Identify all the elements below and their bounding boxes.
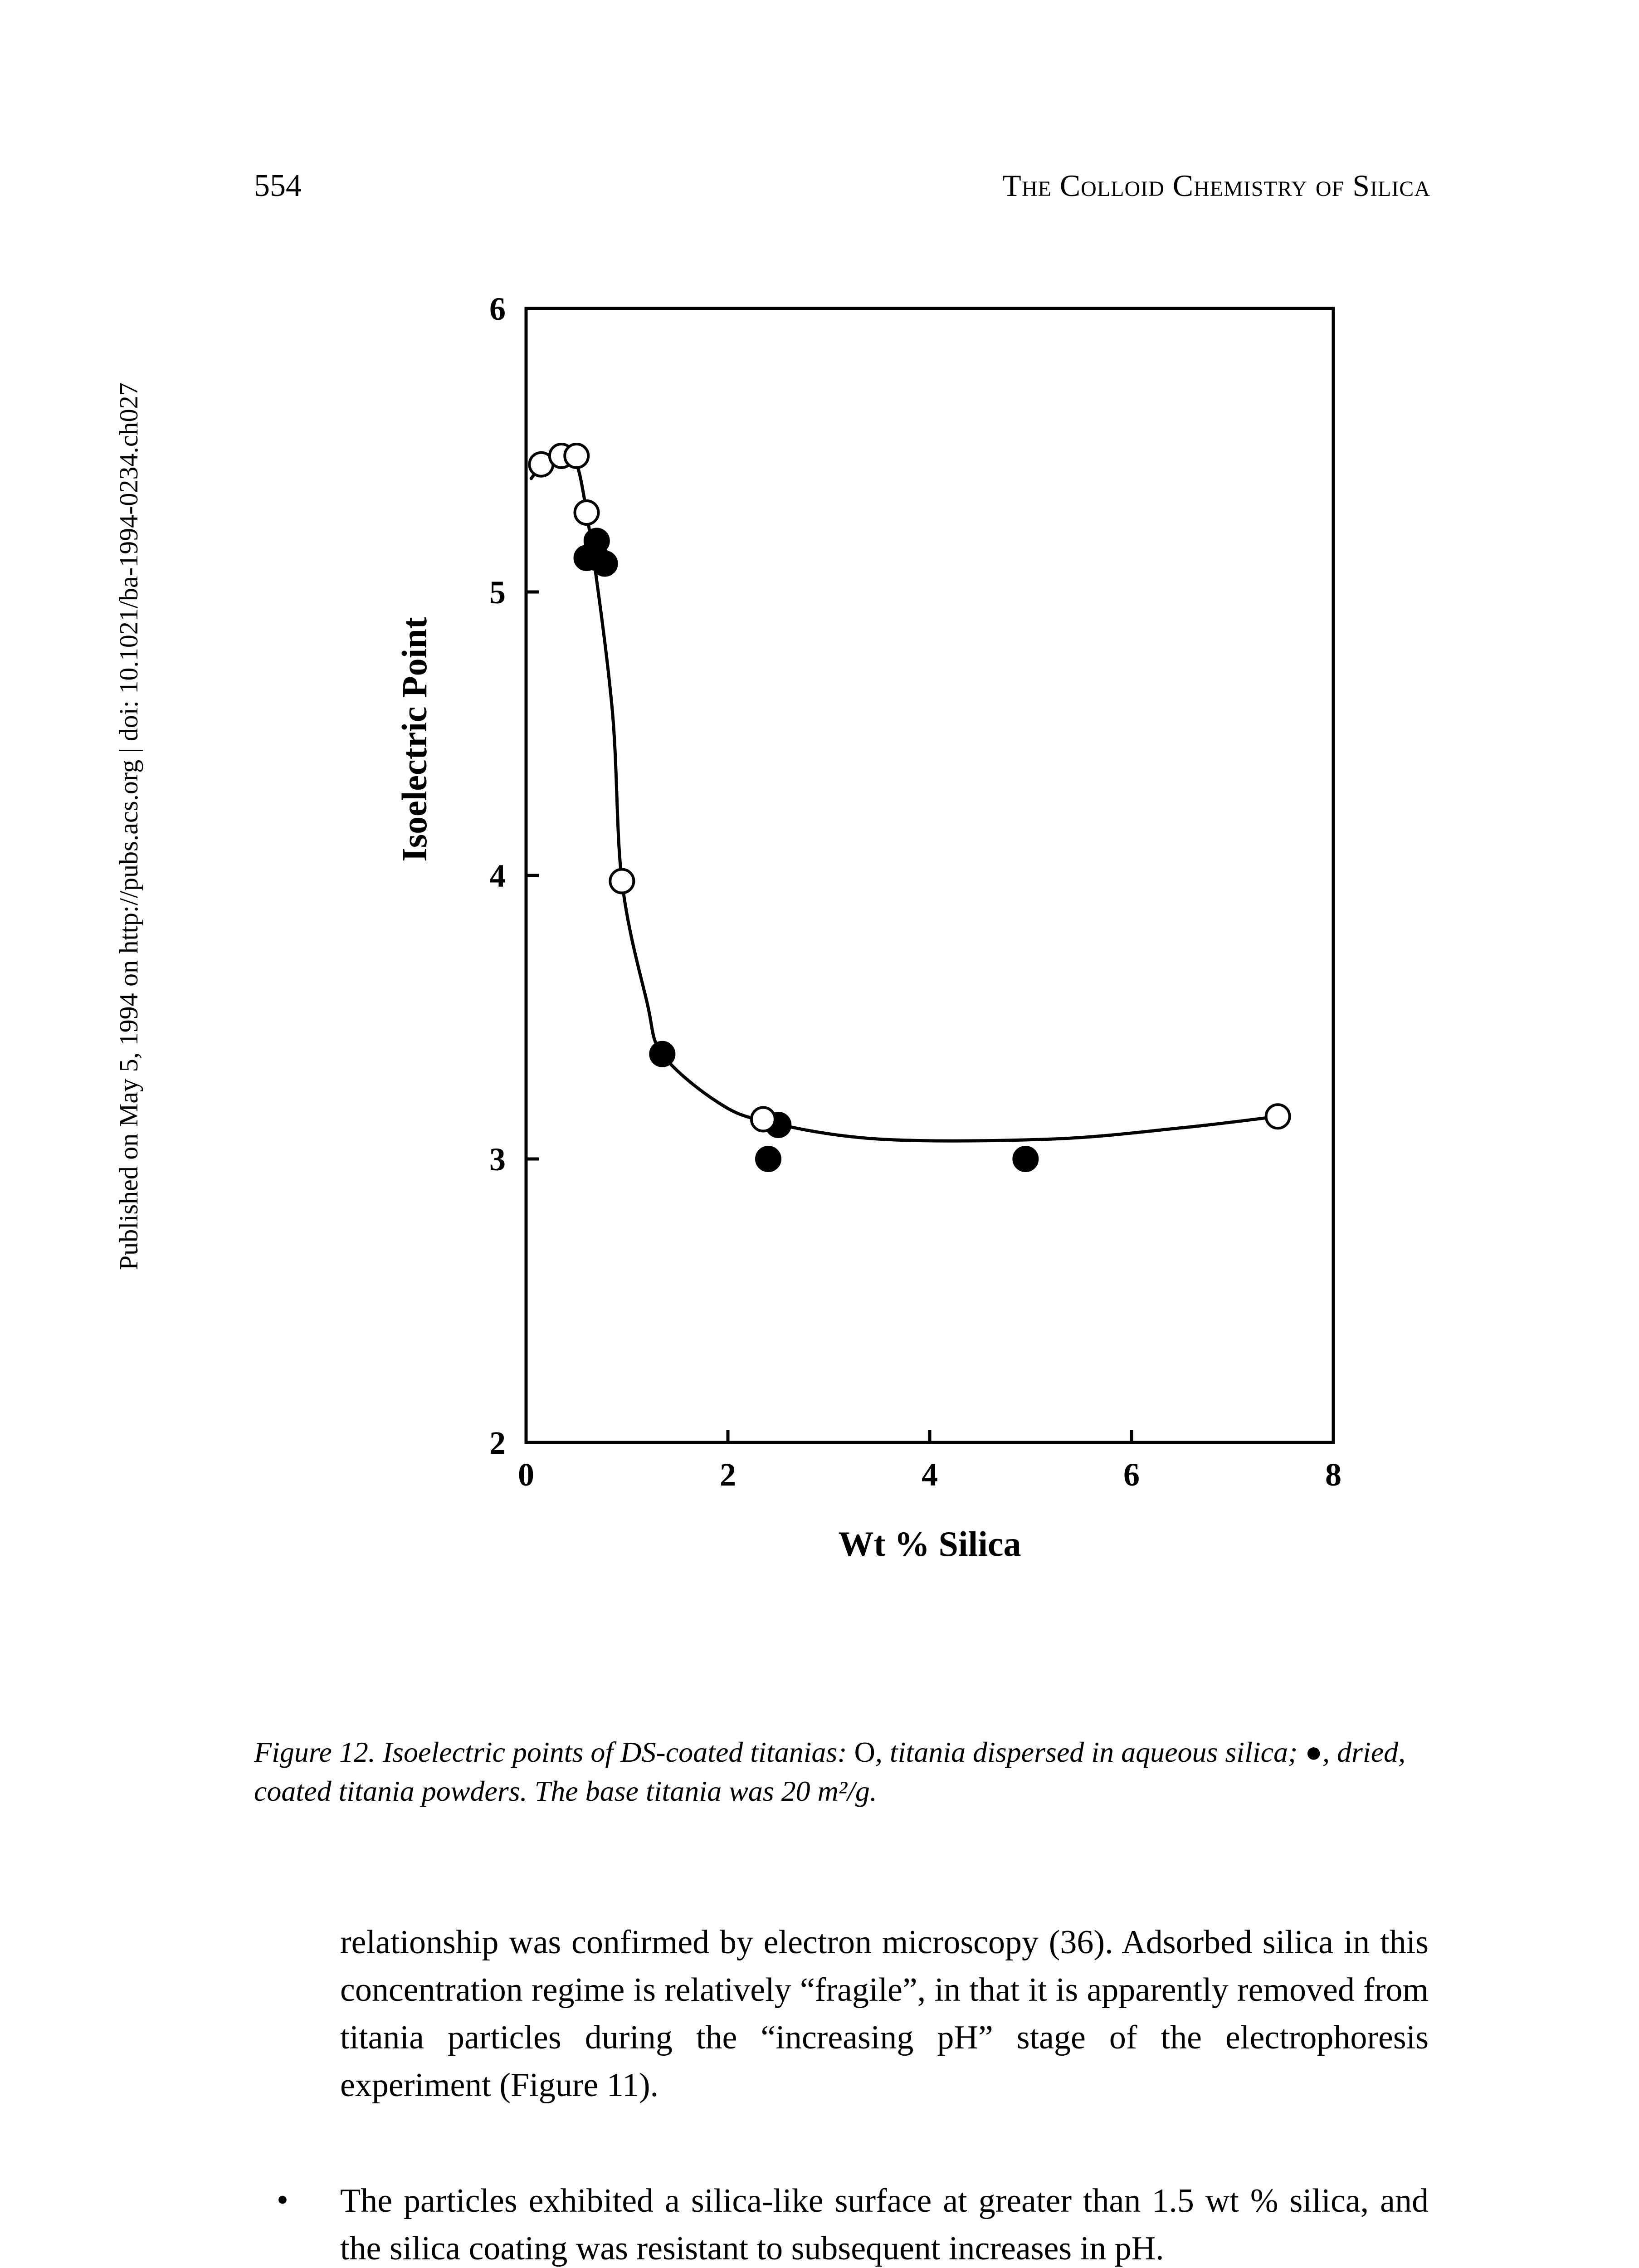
isoelectric-chart: 0246823456Wt % SilicaIsoelectric Point — [363, 281, 1361, 1642]
running-head: The Colloid Chemistry of Silica — [1002, 168, 1430, 204]
svg-text:6: 6 — [489, 291, 506, 327]
bullet-icon: • — [277, 2181, 288, 2219]
body-paragraph-2: The particles exhibited a silica-like su… — [340, 2177, 1429, 2268]
svg-text:Wt % Silica: Wt % Silica — [839, 1524, 1021, 1564]
svg-text:0: 0 — [518, 1457, 534, 1493]
svg-text:Isoelectric Point: Isoelectric Point — [395, 617, 434, 861]
svg-text:5: 5 — [489, 574, 506, 611]
page-number: 554 — [254, 168, 302, 204]
caption-open-note: , titania dispersed in aqueous silica; — [875, 1736, 1305, 1768]
filled-circle-glyph: ● — [1305, 1736, 1322, 1768]
sidebar-citation: Published on May 5, 1994 on http://pubs.… — [113, 382, 144, 1270]
svg-text:8: 8 — [1325, 1457, 1341, 1493]
svg-text:3: 3 — [489, 1141, 506, 1178]
svg-text:6: 6 — [1123, 1457, 1140, 1493]
page: Published on May 5, 1994 on http://pubs.… — [0, 0, 1639, 2268]
body-paragraph-1: relationship was confirmed by electron m… — [340, 1919, 1429, 2109]
svg-text:4: 4 — [922, 1457, 938, 1493]
svg-text:2: 2 — [720, 1457, 736, 1493]
open-circle-glyph: O — [854, 1736, 875, 1768]
svg-text:2: 2 — [489, 1425, 506, 1461]
figure-caption: Figure 12. Isoelectric points of DS-coat… — [254, 1733, 1433, 1811]
chart-svg: 0246823456Wt % SilicaIsoelectric Point — [363, 281, 1361, 1642]
caption-lead: Figure 12. Isoelectric points of DS-coat… — [254, 1736, 854, 1768]
svg-text:4: 4 — [489, 858, 506, 894]
